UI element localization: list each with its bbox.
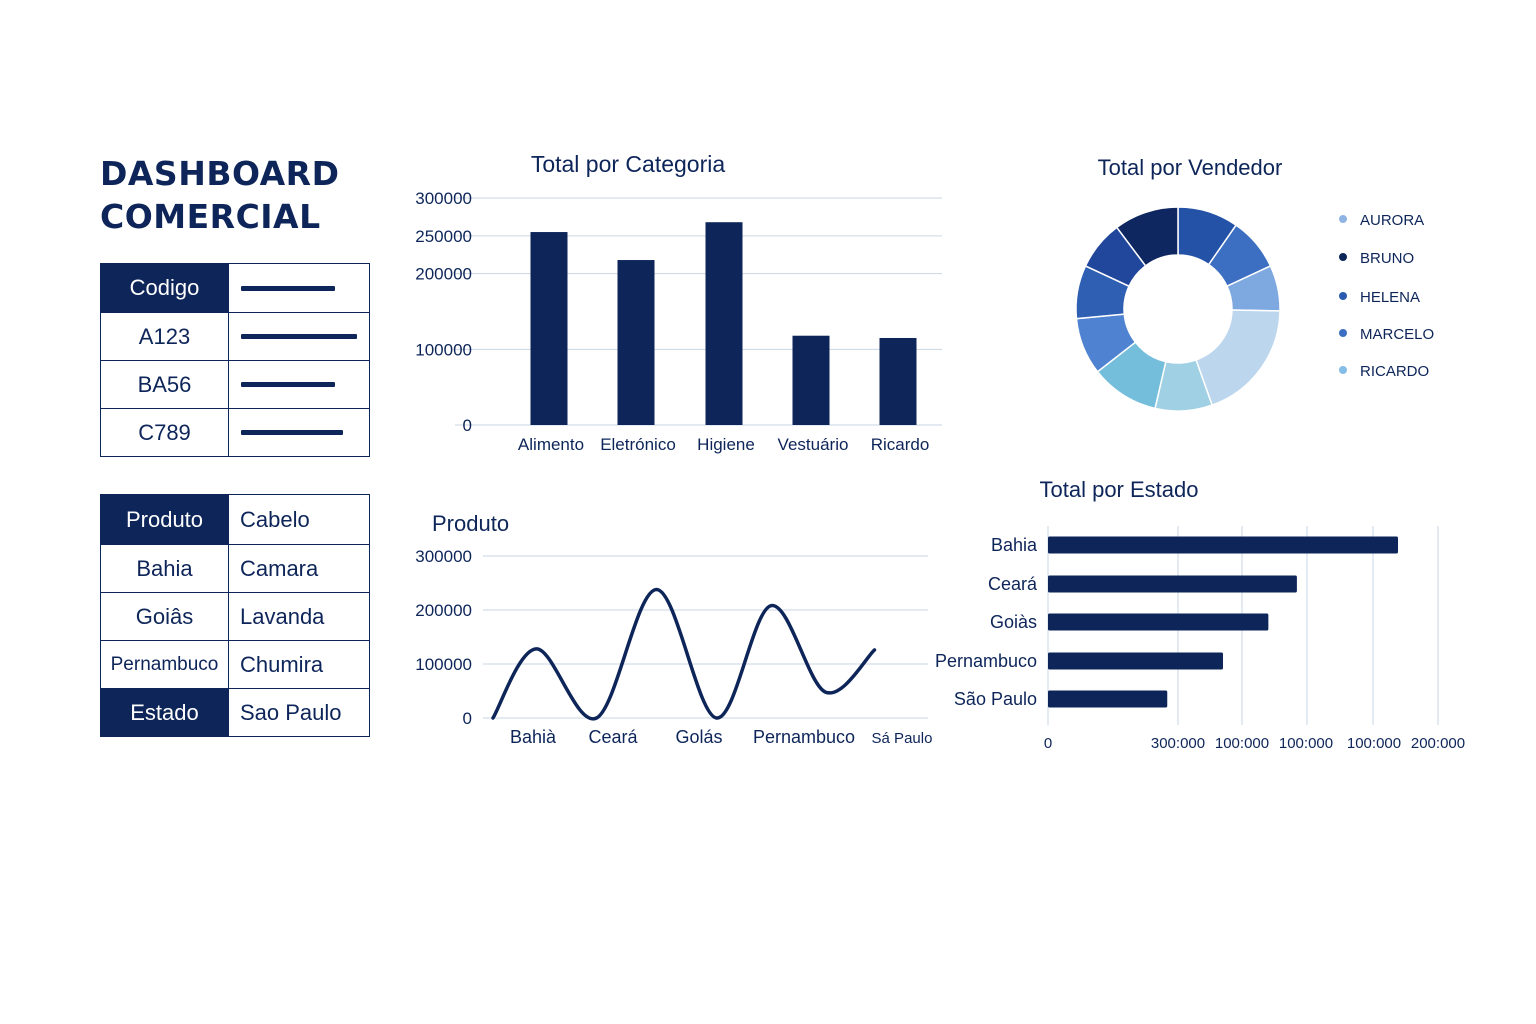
table-row: Bahia Camara <box>100 544 370 593</box>
produto-ytick-label: 200000 <box>415 601 472 620</box>
categoria-ytick-label: 250000 <box>415 227 472 246</box>
produto-cell: Lavanda <box>228 592 370 641</box>
estado-chart-title: Total por Estado <box>1040 477 1199 502</box>
table-row: Estado Sao Paulo <box>100 688 370 737</box>
produto-state-cell: Bahia <box>100 544 229 593</box>
estado-bar <box>1048 536 1398 554</box>
estado-xtick-label: 0 <box>1044 735 1052 752</box>
produto-xtick-label: Ceará <box>588 727 638 747</box>
categoria-chart-title: Total por Categoria <box>531 151 726 177</box>
produto-xtick-label: Pernambuco <box>753 727 855 747</box>
categoria-xtick-label: Eletrónico <box>600 435 676 454</box>
vendedor-legend-marker <box>1339 292 1347 300</box>
categoria-bar <box>705 222 743 425</box>
vendedor-slice <box>1195 309 1281 407</box>
categoria-ytick-label: 0 <box>463 416 472 435</box>
produto-table: Produto Cabelo Bahia Camara Goiâs Lavand… <box>100 494 370 737</box>
produto-cell: Camara <box>228 544 370 593</box>
estado-xtick-label: 100:000 <box>1347 735 1401 752</box>
estado-ytick-label: São Paulo <box>954 689 1037 709</box>
categoria-ytick-label: 100000 <box>415 340 472 359</box>
codigo-cell: BA56 <box>100 360 229 409</box>
categoria-xtick-label: Higiene <box>697 435 755 454</box>
produto-xtick-label: Golás <box>675 727 722 747</box>
estado-xtick-label: 100:000 <box>1215 735 1269 752</box>
vendedor-legend-label: HELENA <box>1360 289 1420 306</box>
produto-ytick-label: 300000 <box>415 547 472 566</box>
produto-header: Produto <box>100 494 229 545</box>
categoria-bar <box>879 337 917 425</box>
vendedor-chart-title: Total por Vendedor <box>1098 155 1283 180</box>
page-title: DASHBOARD COMERCIAL <box>100 152 400 238</box>
categoria-bar <box>792 335 830 425</box>
vendedor-legend-marker <box>1339 366 1347 374</box>
categoria-xtick-label: Alimento <box>518 435 584 454</box>
estado-bar <box>1048 575 1297 593</box>
estado-ytick-label: Goiàs <box>990 612 1037 632</box>
table-row: C789 <box>100 408 370 457</box>
produto-ytick-label: 100000 <box>415 655 472 674</box>
table-row: Pernambuco Chumira <box>100 640 370 689</box>
categoria-ytick-label: 200000 <box>415 265 472 284</box>
produto-line-series <box>491 587 877 721</box>
produto-xtick-label: Sá Paulo <box>872 730 933 747</box>
codigo-header-line <box>228 263 370 313</box>
codigo-value-line <box>228 408 370 457</box>
estado-ytick-label: Ceará <box>988 574 1038 594</box>
categoria-xtick-label: Ricardo <box>871 435 930 454</box>
categoria-bar <box>617 260 655 425</box>
estado-bar <box>1048 613 1269 631</box>
estado-xtick-label: 200:000 <box>1411 735 1465 752</box>
categoria-ytick-label: 300000 <box>415 189 472 208</box>
page-title-line2: COMERCIAL <box>100 197 321 236</box>
vendedor-legend-marker <box>1339 215 1347 223</box>
produto-ytick-label: 0 <box>463 709 472 728</box>
codigo-value-line <box>228 360 370 409</box>
table-row: Produto Cabelo <box>100 494 370 545</box>
vendedor-legend-marker <box>1339 253 1347 261</box>
categoria-xtick-label: Vestuário <box>778 435 849 454</box>
produto-cell: Cabelo <box>228 494 370 545</box>
produto-cell: Chumira <box>228 640 370 689</box>
estado-header: Estado <box>100 688 229 737</box>
codigo-table: Codigo A123 BA56 C789 <box>100 263 370 457</box>
estado-ytick-label: Pernambuco <box>935 651 1037 671</box>
estado-bar <box>1048 690 1168 708</box>
produto-xtick-label: Bahià <box>510 727 557 747</box>
vendedor-legend-label: AURORA <box>1360 212 1424 229</box>
estado-xtick-label: 100:000 <box>1279 735 1333 752</box>
produto-state-cell: Pernambuco <box>100 640 229 689</box>
table-row: BA56 <box>100 360 370 409</box>
produto-cell: Sao Paulo <box>228 688 370 737</box>
estado-xtick-label: 300:000 <box>1151 735 1205 752</box>
table-row: Goiâs Lavanda <box>100 592 370 641</box>
vendedor-slice <box>1115 206 1179 267</box>
produto-chart-title: Produto <box>432 511 509 536</box>
estado-ytick-label: Bahia <box>991 535 1038 555</box>
vendedor-legend-label: MARCELO <box>1360 326 1434 343</box>
categoria-bar <box>530 232 568 425</box>
vendedor-legend-label: RICARDO <box>1360 363 1429 380</box>
vendedor-legend-label: BRUNO <box>1360 250 1414 267</box>
produto-state-cell: Goiâs <box>100 592 229 641</box>
page-title-line1: DASHBOARD <box>100 154 340 193</box>
estado-bar <box>1048 652 1223 670</box>
vendedor-legend-marker <box>1339 329 1347 337</box>
